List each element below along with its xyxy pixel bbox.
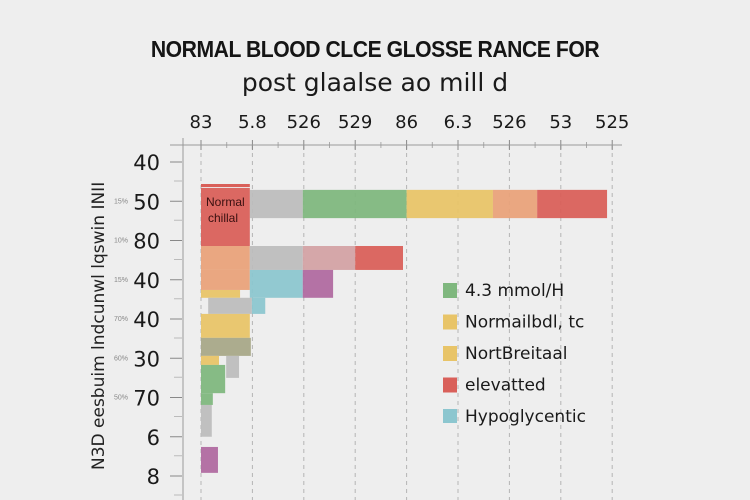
legend-label: 4.3 mmol/H [465, 281, 564, 301]
bar-segment-purple [302, 269, 334, 298]
bar-segment-orange [492, 189, 538, 219]
bar-segment-green [201, 393, 213, 405]
x-tick-label: 526 [287, 112, 321, 133]
bar-segment-olive [201, 337, 251, 356]
annotation-line1: Normal [206, 195, 245, 209]
bar-segment-red [537, 189, 608, 219]
y-tick-label: 40 [133, 151, 160, 175]
tick-labels: 83 5.8 526 529 86 6.3 526 53 525 40 50 80 40 40 30 70 6 8… [114, 112, 629, 489]
legend-swatch-green [443, 283, 457, 298]
bar-segment-orange [201, 245, 250, 270]
y-percent-label: 60% [114, 355, 128, 362]
legend-swatch-yellow [443, 346, 457, 361]
bar-segment-teal [249, 269, 303, 298]
bar-segment-orange [201, 269, 250, 290]
legend-swatch-red [443, 377, 457, 393]
bar-segment-pink [302, 245, 356, 270]
y-tick-label: 40 [133, 308, 160, 332]
x-tick-label: 83 [190, 112, 213, 133]
y-percent-label: 15% [114, 277, 128, 284]
bar-segment-yellow [201, 289, 241, 298]
legend-swatch-yellow [443, 314, 457, 330]
y-tick-label: 30 [133, 347, 160, 371]
bar-segment-gray [249, 245, 303, 270]
y-axis-label: N3D eesbuim lndcunwl lqswin INII [89, 182, 109, 470]
y-percent-label: 10% [114, 238, 128, 245]
chart-title: NORMAL BLOOD CLCE GLOSSE RANCE FOR [150, 36, 600, 62]
bar-segment-purple [201, 446, 218, 473]
bar-segment-gray [208, 297, 252, 314]
bar-segment-gray [226, 355, 240, 378]
x-tick-label: 86 [395, 112, 418, 133]
y-tick-label: 70 [133, 387, 160, 411]
y-tick-label: 50 [133, 190, 160, 214]
y-tick-label: 6 [147, 426, 160, 450]
y-percent-label: 70% [114, 316, 128, 323]
bar-segment-yellow [406, 189, 493, 219]
x-tick-label: 5.8 [238, 112, 267, 133]
x-tick-label: 6.3 [444, 112, 473, 133]
y-tick-label: 40 [133, 269, 160, 293]
legend-label: Hypoglycentic [465, 407, 586, 427]
bar-segment-yellow [201, 355, 219, 365]
bar-segment-gray [201, 404, 212, 437]
x-tick-label: 53 [549, 112, 572, 133]
annotation-line2: chillal [208, 211, 238, 225]
y-percent-label: 15% [114, 198, 128, 205]
y-tick-label: 80 [133, 230, 160, 254]
x-tick-label: 529 [338, 112, 372, 133]
bar-segment-yellow [201, 313, 250, 338]
y-percent-label: 50% [114, 395, 128, 402]
bar-segment-red [355, 245, 404, 270]
y-tick-label: 8 [147, 465, 160, 489]
x-tick-label: 526 [492, 112, 526, 133]
chart-subtitle: post glaalse ao mill d [241, 68, 509, 97]
bar-segment-gray [249, 189, 303, 219]
bar-segment-teal [251, 297, 266, 314]
legend-label: NortBreitaal [465, 344, 567, 364]
bar-marker-line [201, 184, 250, 187]
legend-label: elevatted [465, 376, 546, 396]
axes [170, 138, 622, 500]
bar-segment-red [201, 187, 250, 246]
bar-segment-green [302, 189, 407, 219]
bars [201, 184, 608, 473]
legend-swatch-teal [443, 409, 457, 423]
x-tick-label: 525 [595, 112, 629, 133]
legend-label: Normailbdl, tc [465, 313, 584, 333]
bar-segment-green [201, 364, 226, 394]
legend: 4.3 mmol/H Normailbdl, tc NortBreitaal elev… [443, 281, 586, 427]
